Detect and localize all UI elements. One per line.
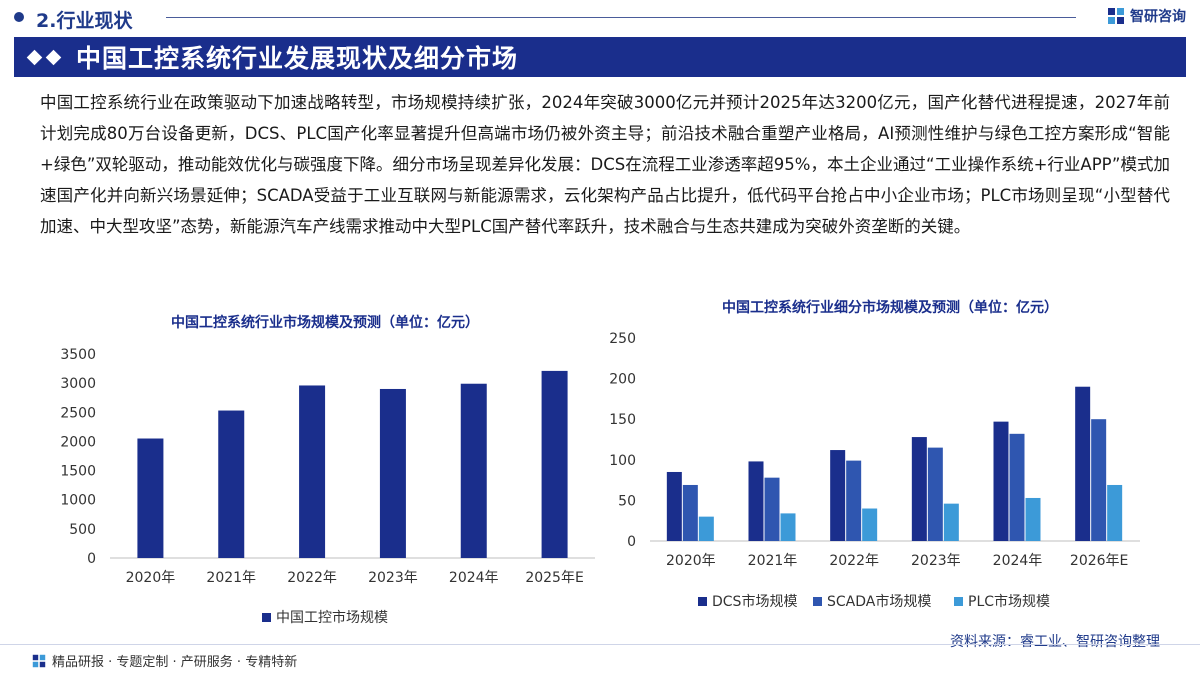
bar (1091, 419, 1107, 541)
x-tick-label: 2022年 (287, 570, 337, 586)
y-tick-label: 200 (609, 372, 636, 388)
legend-swatch (954, 597, 963, 606)
bar (666, 471, 682, 541)
bar (911, 437, 927, 541)
bar (1009, 433, 1025, 541)
brand-name: 智研咨询 (1130, 9, 1186, 25)
y-tick-label: 100 (609, 453, 636, 469)
x-tick-label: 2026年E (1070, 553, 1128, 569)
segment-market-chart: 中国工控系统行业细分市场规模及预测（单位：亿元） 0 50 100 150 200 250 2… (600, 290, 1185, 620)
bar (830, 450, 846, 541)
chart-title: 中国工控系统行业细分市场规模及预测（单位：亿元） (722, 299, 1058, 316)
y-tick-label: 2000 (60, 434, 96, 450)
y-tick-label: 1500 (60, 464, 96, 480)
section-header: 2.行业现状 智研咨询 (0, 0, 1200, 34)
y-tick-label: 2500 (60, 405, 96, 421)
y-tick-label: 3000 (60, 376, 96, 392)
bar (993, 421, 1009, 541)
x-tick-label: 2023年 (368, 570, 418, 586)
zhiyan-logo-icon (32, 654, 46, 667)
bar (299, 385, 326, 558)
section-bullet-icon (14, 12, 24, 22)
x-tick-label: 2023年 (911, 553, 961, 569)
bar (780, 513, 796, 541)
y-tick-label: 0 (627, 534, 636, 550)
legend-label: PLC市场规模 (968, 593, 1050, 610)
legend-swatch (813, 597, 822, 606)
bar (1025, 497, 1041, 541)
y-tick-label: 50 (618, 493, 636, 509)
legend-swatch (698, 597, 707, 606)
source-note: 资料来源：睿工业、智研咨询整理 (950, 634, 1160, 650)
bar (1075, 386, 1091, 541)
diamond-icon (45, 49, 62, 65)
legend-label: DCS市场规模 (712, 593, 797, 610)
section-divider (166, 17, 1076, 18)
bar (927, 447, 943, 541)
y-tick-label: 1000 (60, 493, 96, 509)
bar (379, 388, 406, 558)
segment-market-chart-svg: 中国工控系统行业细分市场规模及预测（单位：亿元） 0 50 100 150 200 250 2… (609, 299, 1140, 610)
y-tick-label: 3500 (60, 347, 96, 363)
footer: 精品研报 · 专题定制 · 产研服务 · 专精特新 (0, 644, 1200, 674)
bar (862, 508, 878, 541)
x-tick-label: 2022年 (829, 553, 879, 569)
y-tick-label: 500 (69, 522, 96, 538)
intro-paragraph: 中国工控系统行业在政策驱动下加速战略转型，市场规模持续扩张，2024年突破300… (40, 93, 1170, 236)
footer-left: 精品研报 · 专题定制 · 产研服务 · 专精特新 (32, 651, 297, 670)
bar (846, 460, 862, 541)
bar (218, 410, 245, 558)
footer-text: 精品研报 · 专题定制 · 产研服务 · 专精特新 (52, 655, 298, 670)
chart-title: 中国工控系统行业市场规模及预测（单位：亿元） (171, 314, 479, 331)
diamond-icon (26, 49, 43, 65)
bar (682, 484, 698, 541)
market-size-chart-svg: 中国工控系统行业市场规模及预测（单位：亿元） 0 500 1000 1500 2000 25… (60, 314, 595, 626)
brand: 智研咨询 (1107, 6, 1186, 26)
title-diamonds (26, 49, 62, 65)
legend-label: 中国工控市场规模 (276, 609, 388, 626)
zhiyan-logo-icon (1108, 8, 1124, 24)
bar (1107, 484, 1123, 541)
y-tick-label: 150 (609, 412, 636, 428)
section-label: 2.行业现状 (36, 10, 133, 32)
bar (764, 477, 780, 541)
y-tick-label: 250 (609, 331, 636, 347)
x-tick-label: 2025年E (525, 570, 583, 586)
x-tick-label: 2024年 (993, 553, 1043, 569)
legend-label: SCADA市场规模 (827, 593, 931, 610)
legend-swatch (262, 613, 271, 622)
x-tick-label: 2021年 (206, 570, 256, 586)
market-size-chart: 中国工控系统行业市场规模及预测（单位：亿元） 0 500 1000 1500 2000 25… (40, 300, 600, 635)
y-tick-label: 0 (87, 551, 96, 567)
bar (943, 503, 959, 541)
page-title: 中国工控系统行业发展现状及细分市场 (76, 44, 519, 73)
title-bar: 中国工控系统行业发展现状及细分市场 (14, 37, 1186, 77)
bar (698, 516, 714, 541)
bar (541, 370, 568, 558)
bar (137, 438, 164, 558)
x-tick-label: 2021年 (748, 553, 798, 569)
x-tick-label: 2020年 (666, 553, 716, 569)
bar (748, 461, 764, 541)
bar (460, 383, 487, 558)
x-tick-label: 2020年 (126, 570, 176, 586)
x-tick-label: 2024年 (449, 570, 499, 586)
